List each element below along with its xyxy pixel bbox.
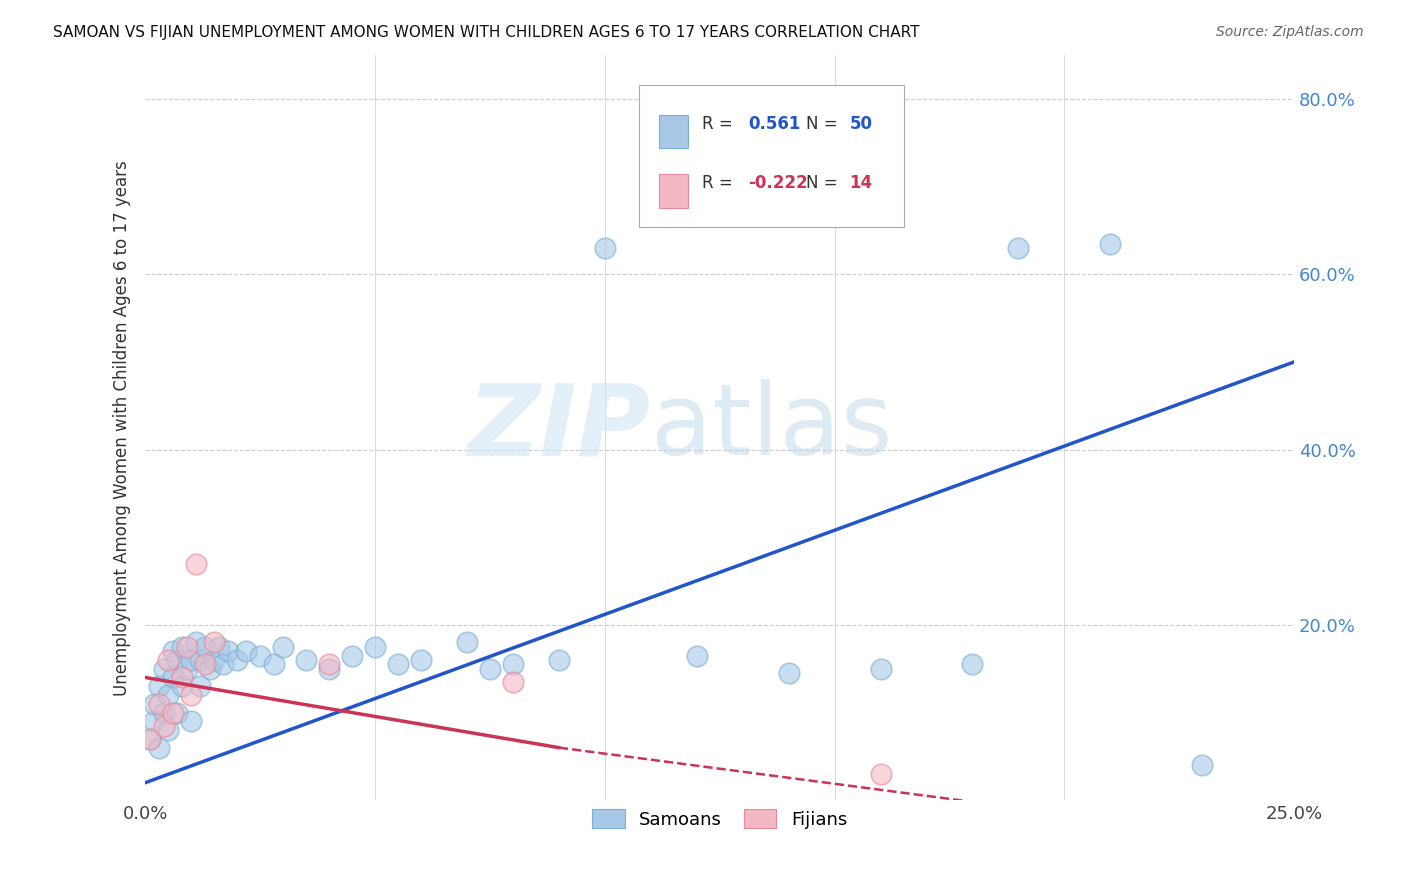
Point — [686, 648, 709, 663]
Point — [166, 653, 188, 667]
Point — [180, 653, 202, 667]
Point — [162, 644, 184, 658]
Point — [143, 697, 166, 711]
Text: 14: 14 — [849, 174, 873, 193]
Text: atlas: atlas — [651, 379, 893, 476]
Legend: Samoans, Fijians: Samoans, Fijians — [585, 802, 855, 836]
Point — [157, 723, 180, 737]
FancyBboxPatch shape — [659, 174, 688, 208]
Text: Source: ZipAtlas.com: Source: ZipAtlas.com — [1216, 25, 1364, 39]
Point — [409, 653, 432, 667]
Text: N =: N = — [806, 174, 838, 193]
Point — [148, 740, 170, 755]
Y-axis label: Unemployment Among Women with Children Ages 6 to 17 years: Unemployment Among Women with Children A… — [114, 160, 131, 696]
Point — [194, 640, 217, 654]
Point — [166, 706, 188, 720]
Point — [456, 635, 478, 649]
Text: 0.561: 0.561 — [748, 115, 801, 133]
Point — [208, 640, 231, 654]
Point — [226, 653, 249, 667]
Point — [217, 644, 239, 658]
Point — [190, 679, 212, 693]
Text: R =: R = — [703, 174, 738, 193]
Point — [318, 662, 340, 676]
Point — [249, 648, 271, 663]
Text: 50: 50 — [849, 115, 873, 133]
Point — [180, 714, 202, 729]
Point — [869, 767, 891, 781]
Point — [139, 731, 162, 746]
Point — [148, 697, 170, 711]
Point — [593, 241, 616, 255]
Point — [295, 653, 318, 667]
Point — [148, 679, 170, 693]
Point — [198, 662, 221, 676]
Point — [202, 653, 225, 667]
Point — [869, 662, 891, 676]
Point — [547, 653, 569, 667]
Point — [184, 635, 207, 649]
Point — [157, 688, 180, 702]
Point — [152, 706, 174, 720]
Point — [235, 644, 257, 658]
Point — [170, 640, 193, 654]
Point — [1191, 758, 1213, 772]
Point — [176, 662, 198, 676]
Point — [152, 719, 174, 733]
Point — [170, 679, 193, 693]
Point — [212, 657, 235, 672]
FancyBboxPatch shape — [659, 115, 688, 148]
Text: SAMOAN VS FIJIAN UNEMPLOYMENT AMONG WOMEN WITH CHILDREN AGES 6 TO 17 YEARS CORRE: SAMOAN VS FIJIAN UNEMPLOYMENT AMONG WOME… — [53, 25, 920, 40]
Point — [478, 662, 501, 676]
Text: R =: R = — [703, 115, 738, 133]
Point — [263, 657, 285, 672]
Text: N =: N = — [806, 115, 838, 133]
Point — [152, 662, 174, 676]
Point — [157, 653, 180, 667]
Point — [318, 657, 340, 672]
Point — [162, 706, 184, 720]
Point — [190, 653, 212, 667]
Point — [778, 666, 800, 681]
Point — [170, 671, 193, 685]
Point — [962, 657, 984, 672]
Point — [202, 635, 225, 649]
Point — [340, 648, 363, 663]
Point — [180, 688, 202, 702]
Point — [176, 640, 198, 654]
Text: ZIP: ZIP — [468, 379, 651, 476]
Point — [194, 657, 217, 672]
Point — [139, 731, 162, 746]
Point — [502, 657, 524, 672]
Point — [1099, 236, 1122, 251]
FancyBboxPatch shape — [640, 85, 904, 227]
Point — [162, 671, 184, 685]
Point — [143, 714, 166, 729]
Point — [271, 640, 294, 654]
Point — [184, 557, 207, 571]
Point — [387, 657, 409, 672]
Point — [364, 640, 387, 654]
Point — [502, 674, 524, 689]
Text: -0.222: -0.222 — [748, 174, 808, 193]
Point — [1007, 241, 1029, 255]
